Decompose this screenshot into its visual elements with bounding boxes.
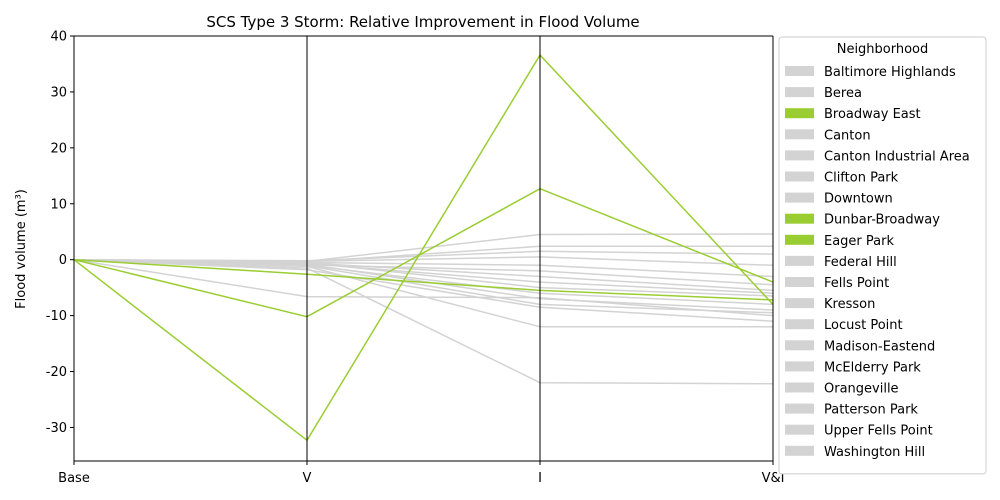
legend-label-kresson: Kresson [824,297,875,312]
legend-swatch-madison-eastend [785,340,814,351]
legend-label-clifton-park: Clifton Park [824,171,899,186]
series-line-canton [73,258,774,385]
legend-label-madison-eastend: Madison-Eastend [824,339,935,354]
series-lines-highlight [73,53,774,442]
legend-label-orangeville: Orangeville [824,382,899,397]
legend-swatch-clifton-park [785,171,814,182]
legend: Neighborhood Baltimore Highlands Berea Broa… [778,36,987,475]
series-line-downtown [73,258,774,322]
legend-swatch-locust-point [785,319,814,330]
series-lines-other [73,233,774,385]
legend-swatch-downtown [785,192,814,203]
legend-swatch-mcelderry-park [785,361,814,372]
legend-label-patterson-park: Patterson Park [824,403,918,418]
y-tick-label: -10 [46,309,67,324]
legend-label-downtown: Downtown [824,192,893,207]
legend-label-locust-point: Locust Point [824,318,903,333]
x-tick-label-i: I [538,471,542,486]
legend-swatch-federal-hill [785,255,814,266]
legend-title: Neighborhood [837,42,929,57]
legend-swatch-patterson-park [785,403,814,414]
legend-swatch-baltimore-highlands [785,66,814,76]
legend-swatch-berea [785,87,814,98]
legend-label-upper-fells-point: Upper Fells Point [824,424,933,439]
legend-swatch-broadway-east [785,108,814,119]
category-axis-lines [306,36,541,461]
series-line-broadway-east [73,53,774,442]
legend-label-federal-hill: Federal Hill [824,255,897,270]
y-tick-label: 10 [50,197,67,212]
legend-label-dunbar-broadway: Dunbar-Broadway [824,213,940,228]
legend-label-washington-hill: Washington Hill [824,445,925,460]
y-tick-label: 40 [50,30,67,45]
legend-swatch-dunbar-broadway [785,213,814,224]
series-line-dunbar-broadway [73,187,774,318]
legend-label-canton-industrial-area: Canton Industrial Area [824,149,970,164]
legend-swatch-canton-industrial-area [785,150,814,161]
y-tick-label: 0 [59,253,67,268]
legend-label-fells-point: Fells Point [824,276,889,291]
legend-swatch-upper-fells-point [785,424,814,435]
y-tick-label: -30 [46,421,67,436]
series-line-washington-hill [73,258,774,278]
legend-label-broadway-east: Broadway East [824,107,921,122]
chart-title: SCS Type 3 Storm: Relative Improvement i… [206,13,639,31]
y-tick-label: -20 [46,365,67,380]
legend-label-berea: Berea [824,86,862,101]
y-tick-label: 30 [50,85,67,100]
y-axis: 40 30 20 10 0 -10 -20 -30 [46,30,774,462]
legend-swatch-orangeville [785,382,814,393]
y-tick-label: 20 [50,141,67,156]
legend-label-eager-park: Eager Park [824,234,894,249]
legend-label-canton: Canton [824,128,871,143]
legend-box [778,36,987,475]
legend-label-baltimore-highlands: Baltimore Highlands [824,65,956,80]
legend-swatch-fells-point [785,277,814,287]
series-line-upper-fells-point [73,258,774,314]
series-line-clifton-park [73,258,774,317]
legend-swatch-washington-hill [785,445,814,456]
y-axis-label: Flood volume (m³) [14,189,29,309]
legend-label-mcelderry-park: McElderry Park [824,360,921,375]
series-line-eager-park [73,258,774,301]
x-tick-label-base: Base [58,471,90,486]
legend-swatch-kresson [785,298,814,309]
x-tick-label-v: V [303,471,312,486]
legend-swatch-canton [785,129,814,140]
legend-swatch-eager-park [785,234,814,245]
x-axis: Base V I V&I [58,461,784,486]
x-tick-label-v-i: V&I [762,471,785,486]
